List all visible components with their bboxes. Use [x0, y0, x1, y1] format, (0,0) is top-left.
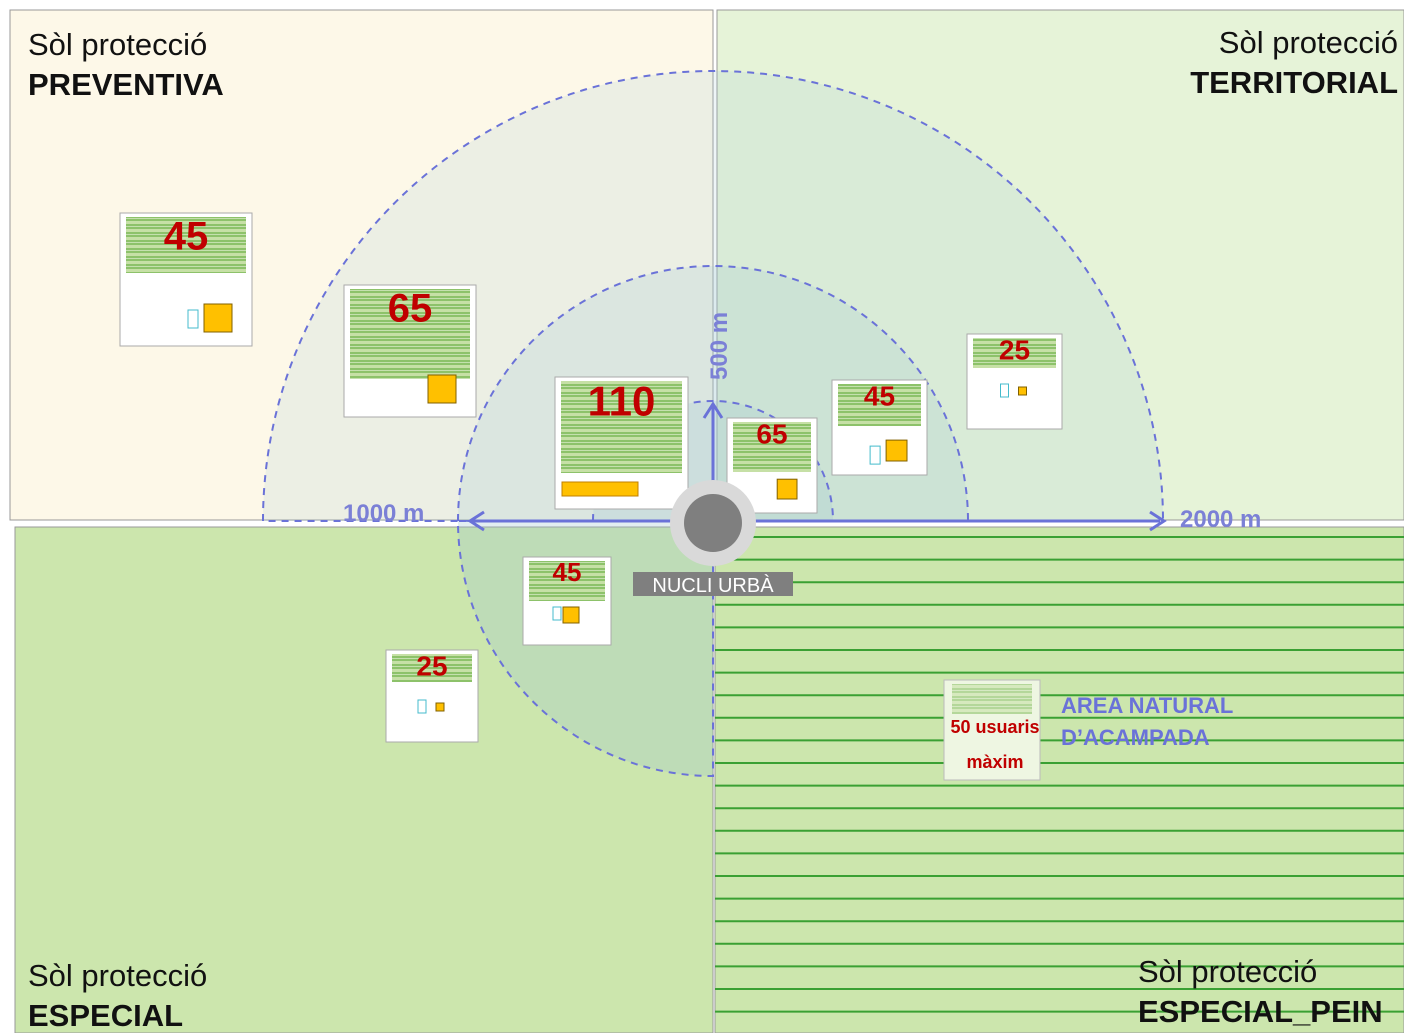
campsite-capacity: 45 [864, 381, 895, 412]
distance: 1000 m [343, 500, 424, 527]
facility [869, 445, 881, 465]
campsite-capacity: 65 [388, 287, 433, 331]
pitches [350, 289, 470, 379]
facility [885, 439, 908, 462]
pitches [561, 381, 682, 473]
zone-label: ESPECIAL_PEIN [1138, 994, 1383, 1029]
campsites: 45 65 110 65 45 25 45 25 [119, 212, 1063, 743]
facility [435, 702, 445, 712]
pitches [973, 338, 1056, 368]
facility [552, 606, 562, 621]
distance: 500 m [706, 312, 733, 380]
zone-label: Sòl protecció [28, 958, 207, 993]
pitches [392, 654, 472, 682]
facility [1000, 383, 1009, 398]
zone-label: Sòl protecció [28, 27, 207, 62]
pitches [733, 422, 811, 472]
distance: 2000 m [1180, 506, 1261, 533]
zone-label: ESPECIAL [28, 998, 183, 1033]
facility [417, 699, 427, 714]
pein-hatch [715, 536, 1404, 1013]
campsite-capacity: 45 [164, 215, 209, 259]
center-label-bg [633, 572, 793, 596]
campsite-capacity: 65 [756, 419, 787, 450]
facility [427, 374, 457, 404]
capacity: 50 usuaris [950, 717, 1039, 737]
center-dot [684, 494, 742, 552]
zone-label: TERRITORIAL [1190, 65, 1398, 100]
area-name: D’ACAMPADA [1061, 725, 1210, 750]
zone-pein [714, 526, 1404, 1033]
facility [561, 481, 639, 497]
campsite-capacity: 45 [553, 557, 582, 587]
zone-label: Sòl protecció [1138, 954, 1317, 989]
facility [562, 606, 580, 624]
pitches [838, 384, 921, 426]
radius-2000 [261, 70, 1165, 522]
pitches [529, 561, 605, 601]
area-name: AREA NATURAL [1061, 693, 1233, 718]
center-label: NUCLI URBÀ [652, 574, 774, 597]
zone-label: PREVENTIVA [28, 67, 224, 102]
facility [187, 309, 199, 329]
natural-area: 50 usuaris màxim AREA NATURAL D’ACAMPADA [943, 679, 1233, 781]
campsite-capacity: 110 [588, 377, 656, 424]
capacity: màxim [966, 752, 1023, 772]
campsite-capacity: 25 [999, 335, 1030, 366]
campsite-capacity: 25 [416, 651, 447, 682]
facility [1018, 386, 1027, 396]
facility [203, 303, 233, 333]
pitches [126, 217, 246, 273]
facility [776, 478, 798, 500]
zone-label: Sòl protecció [1219, 25, 1398, 60]
